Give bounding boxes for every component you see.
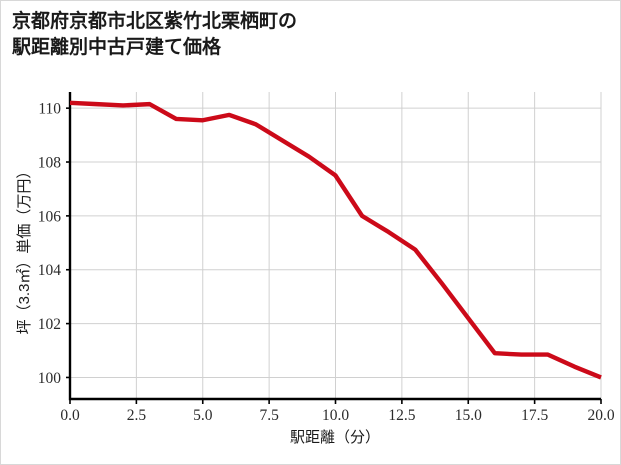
x-tick-label: 12.5 — [388, 407, 415, 424]
y-tick-label: 108 — [38, 155, 62, 172]
y-tick-label: 110 — [38, 101, 61, 118]
data-series-line — [69, 100, 602, 380]
y-axis-title: 坪（3.3㎡）単価（万円） — [16, 164, 33, 335]
x-tick-label: 17.5 — [521, 407, 548, 424]
x-tick-label: 7.5 — [259, 407, 279, 424]
y-tick-label: 102 — [38, 316, 61, 333]
y-tick-label: 104 — [38, 262, 62, 279]
x-tick-label: 20.0 — [587, 407, 614, 424]
x-tick-label: 10.0 — [322, 407, 349, 424]
y-tick-labels: 100 102 104 106 108 110 — [38, 101, 62, 387]
axis-frame — [68, 92, 601, 401]
x-tick-label: 2.5 — [127, 407, 147, 424]
x-axis-title: 駅距離（分） — [290, 428, 380, 446]
x-tick-label: 15.0 — [455, 407, 482, 424]
x-tick-label: 5.0 — [193, 407, 213, 424]
y-tick-label: 106 — [38, 208, 62, 225]
x-tick-label: 0.0 — [60, 407, 80, 424]
y-tick-label: 100 — [38, 370, 62, 387]
x-tick-labels: 0.0 2.5 5.0 7.5 10.0 12.5 15.0 17.5 20.0 — [60, 407, 615, 424]
chart-title: 京都府京都市北区紫竹北栗栖町の 駅距離別中古戸建て価格 — [12, 11, 298, 59]
